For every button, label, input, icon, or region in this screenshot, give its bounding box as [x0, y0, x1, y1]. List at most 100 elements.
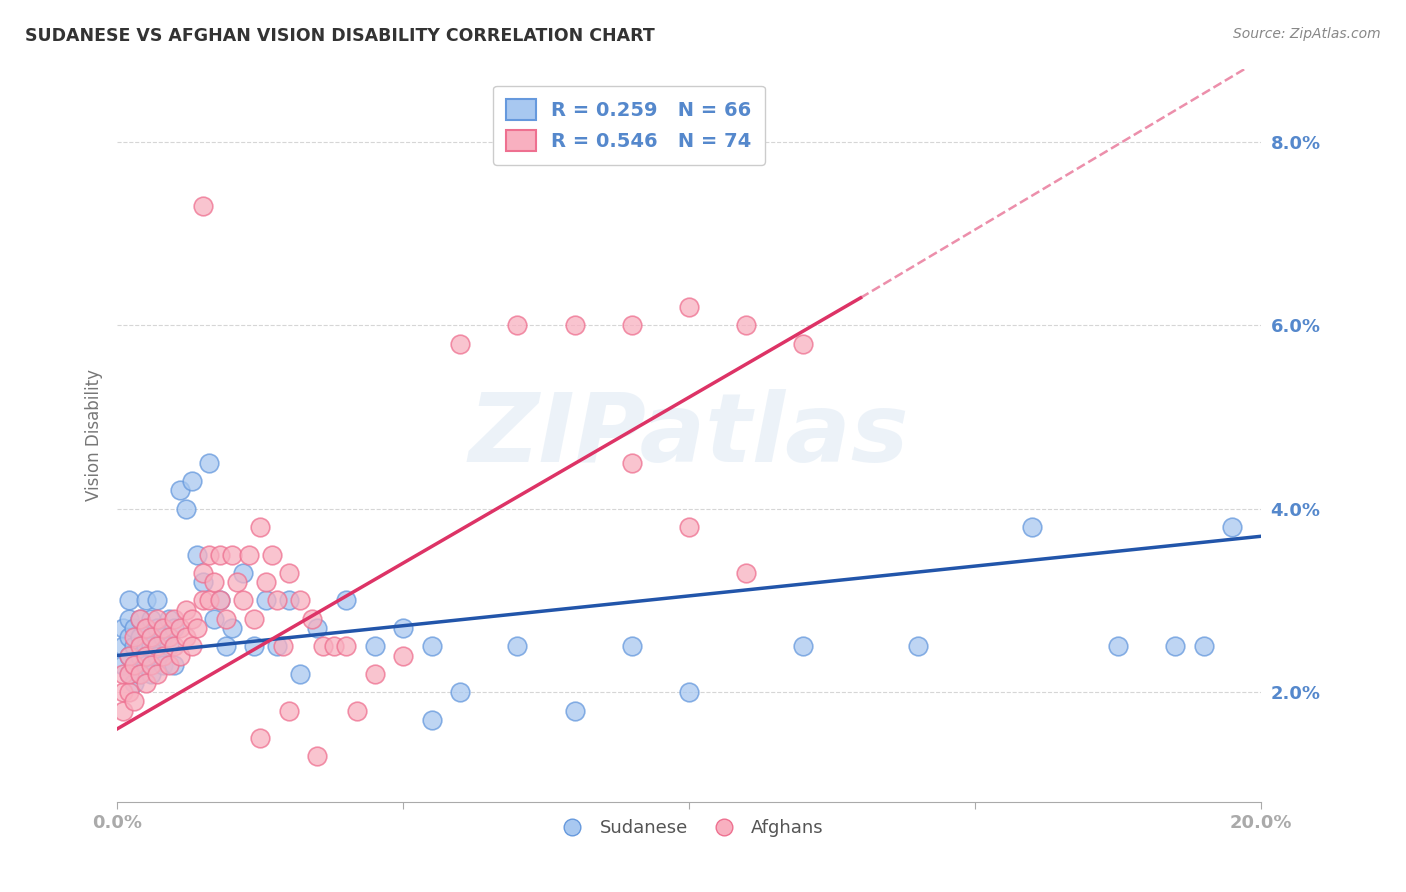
Point — [141, 612, 163, 626]
Point — [221, 548, 243, 562]
Point — [174, 602, 197, 616]
Point — [111, 666, 134, 681]
Point — [735, 318, 758, 333]
Point — [232, 566, 254, 580]
Point — [124, 657, 146, 672]
Point — [792, 336, 814, 351]
Point — [221, 621, 243, 635]
Point — [271, 640, 294, 654]
Point — [135, 593, 157, 607]
Point — [157, 612, 180, 626]
Point — [117, 630, 139, 644]
Point — [420, 713, 443, 727]
Y-axis label: Vision Disability: Vision Disability — [86, 369, 103, 501]
Text: Source: ZipAtlas.com: Source: ZipAtlas.com — [1233, 27, 1381, 41]
Point — [243, 612, 266, 626]
Point — [124, 640, 146, 654]
Point — [180, 612, 202, 626]
Legend: Sudanese, Afghans: Sudanese, Afghans — [547, 812, 831, 845]
Point — [392, 648, 415, 663]
Point — [254, 593, 277, 607]
Point — [312, 640, 335, 654]
Point — [197, 593, 219, 607]
Point — [197, 456, 219, 470]
Point — [169, 648, 191, 663]
Point — [117, 648, 139, 663]
Point — [180, 475, 202, 489]
Point — [117, 666, 139, 681]
Point — [506, 640, 529, 654]
Point — [141, 640, 163, 654]
Text: SUDANESE VS AFGHAN VISION DISABILITY CORRELATION CHART: SUDANESE VS AFGHAN VISION DISABILITY COR… — [25, 27, 655, 45]
Point — [135, 621, 157, 635]
Point — [620, 318, 643, 333]
Point — [1164, 640, 1187, 654]
Point — [111, 704, 134, 718]
Point — [420, 640, 443, 654]
Point — [111, 640, 134, 654]
Point — [307, 749, 329, 764]
Point — [238, 548, 260, 562]
Point — [129, 612, 152, 626]
Point — [146, 648, 169, 663]
Point — [301, 612, 323, 626]
Point — [157, 630, 180, 644]
Point — [449, 685, 471, 699]
Point — [152, 621, 174, 635]
Point — [266, 640, 288, 654]
Point — [678, 685, 700, 699]
Point — [163, 621, 186, 635]
Point — [157, 640, 180, 654]
Point — [215, 640, 238, 654]
Point — [152, 630, 174, 644]
Point — [209, 548, 232, 562]
Point — [215, 612, 238, 626]
Point — [277, 593, 299, 607]
Point — [129, 630, 152, 644]
Point — [335, 640, 357, 654]
Point — [146, 640, 169, 654]
Point — [254, 575, 277, 590]
Point — [152, 657, 174, 672]
Point — [169, 621, 191, 635]
Text: ZIPatlas: ZIPatlas — [468, 389, 910, 482]
Point — [124, 630, 146, 644]
Point — [564, 704, 586, 718]
Point — [202, 575, 225, 590]
Point — [135, 640, 157, 654]
Point — [307, 621, 329, 635]
Point — [135, 676, 157, 690]
Point — [277, 566, 299, 580]
Point — [363, 640, 385, 654]
Point — [288, 593, 311, 607]
Point — [117, 666, 139, 681]
Point — [111, 621, 134, 635]
Point — [249, 731, 271, 745]
Point — [1192, 640, 1215, 654]
Point — [174, 630, 197, 644]
Point — [260, 548, 283, 562]
Point — [363, 666, 385, 681]
Point — [792, 640, 814, 654]
Point — [620, 640, 643, 654]
Point — [449, 336, 471, 351]
Point — [117, 648, 139, 663]
Point — [163, 640, 186, 654]
Point — [266, 593, 288, 607]
Point — [1220, 520, 1243, 534]
Point — [1107, 640, 1129, 654]
Point — [288, 666, 311, 681]
Point — [506, 318, 529, 333]
Point — [129, 640, 152, 654]
Point — [129, 666, 152, 681]
Point — [202, 612, 225, 626]
Point — [191, 199, 214, 213]
Point — [157, 657, 180, 672]
Point — [129, 612, 152, 626]
Point — [678, 300, 700, 314]
Point — [174, 501, 197, 516]
Point — [346, 704, 368, 718]
Point — [191, 566, 214, 580]
Point — [129, 648, 152, 663]
Point — [197, 548, 219, 562]
